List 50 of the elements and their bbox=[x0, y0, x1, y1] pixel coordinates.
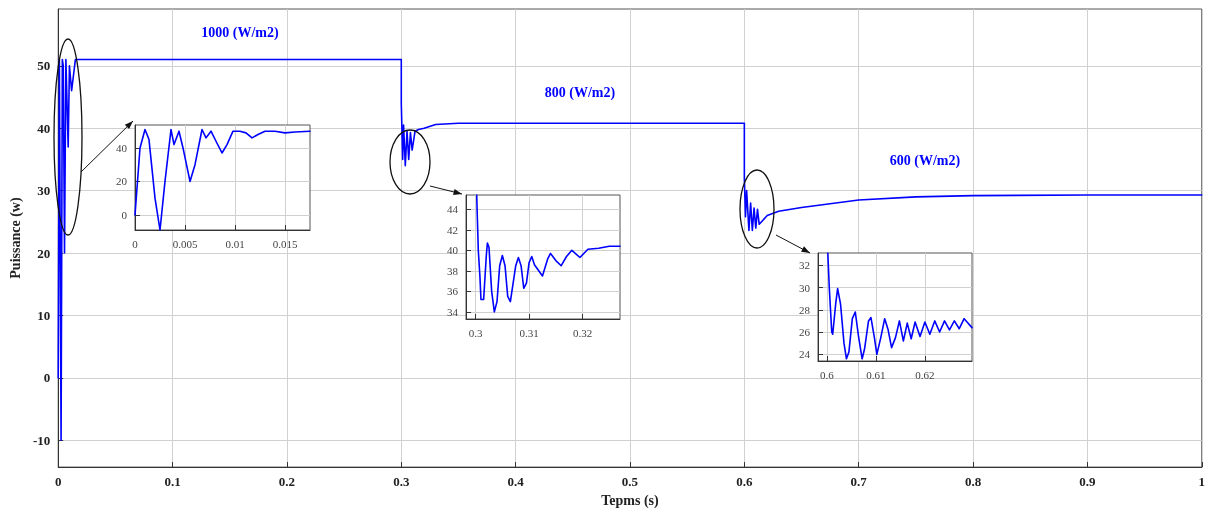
x-tick-label: 0.5 bbox=[621, 474, 639, 490]
x-tick-label: 0.6 bbox=[819, 368, 835, 381]
y-tick-label: 36 bbox=[447, 285, 459, 298]
y-tick-label: 30 bbox=[799, 281, 811, 294]
annotation: 800 (W/m2) bbox=[544, 84, 616, 101]
x-tick-label: 0.2 bbox=[278, 474, 296, 490]
y-tick-label: 40 bbox=[447, 244, 459, 257]
y-axis-title: Puissance (w) bbox=[7, 197, 24, 279]
x-tick-label: 0.32 bbox=[572, 326, 593, 339]
y-tick-label: 42 bbox=[447, 223, 458, 236]
y-tick-label: 38 bbox=[447, 264, 459, 277]
line-series bbox=[827, 252, 973, 360]
x-tick-label: 0.62 bbox=[915, 368, 935, 381]
y-tick-label: -10 bbox=[32, 432, 51, 448]
line-series bbox=[134, 128, 311, 231]
x-tick-label: 0.015 bbox=[272, 237, 298, 250]
x-tick-label: 0.8 bbox=[964, 474, 982, 490]
y-tick-label: 34 bbox=[447, 305, 459, 318]
y-tick-label: 44 bbox=[447, 203, 459, 216]
annotation: 600 (W/m2) bbox=[889, 152, 961, 169]
y-tick-label: 20 bbox=[37, 245, 51, 261]
x-tick-label: 0.005 bbox=[172, 237, 198, 250]
x-axis-title: Tepms (s) bbox=[601, 492, 660, 509]
x-tick-label: 0.3 bbox=[468, 326, 483, 339]
y-tick-label: 30 bbox=[37, 183, 51, 199]
x-tick-label: 0.6 bbox=[736, 474, 753, 490]
y-tick-label: 28 bbox=[799, 303, 811, 316]
x-tick-label: 0.61 bbox=[866, 368, 886, 381]
y-tick-label: 10 bbox=[37, 307, 51, 323]
x-tick-label: 0 bbox=[54, 474, 62, 490]
y-tick-label: 26 bbox=[799, 326, 811, 339]
x-tick-label: 0 bbox=[132, 237, 139, 250]
y-tick-label: 0 bbox=[121, 208, 128, 221]
y-tick-label: 24 bbox=[799, 348, 811, 361]
y-tick-label: 32 bbox=[799, 259, 810, 272]
x-tick-label: 0.7 bbox=[850, 474, 868, 490]
line-series bbox=[475, 194, 621, 313]
y-tick-label: 40 bbox=[116, 141, 128, 154]
y-tick-label: 40 bbox=[37, 120, 51, 136]
line-series bbox=[57, 58, 1203, 442]
x-tick-label: 0.31 bbox=[519, 326, 539, 339]
x-tick-label: 0.1 bbox=[164, 474, 181, 490]
x-tick-label: 0.4 bbox=[507, 474, 525, 490]
x-tick-label: 1 bbox=[1198, 474, 1205, 490]
x-tick-label: 0.3 bbox=[393, 474, 410, 490]
annotation: 1000 (W/m2) bbox=[201, 24, 280, 41]
y-tick-label: 50 bbox=[37, 58, 51, 74]
x-tick-label: 0.01 bbox=[225, 237, 245, 250]
y-tick-label: 20 bbox=[116, 175, 128, 188]
x-tick-label: 0.9 bbox=[1079, 474, 1097, 490]
